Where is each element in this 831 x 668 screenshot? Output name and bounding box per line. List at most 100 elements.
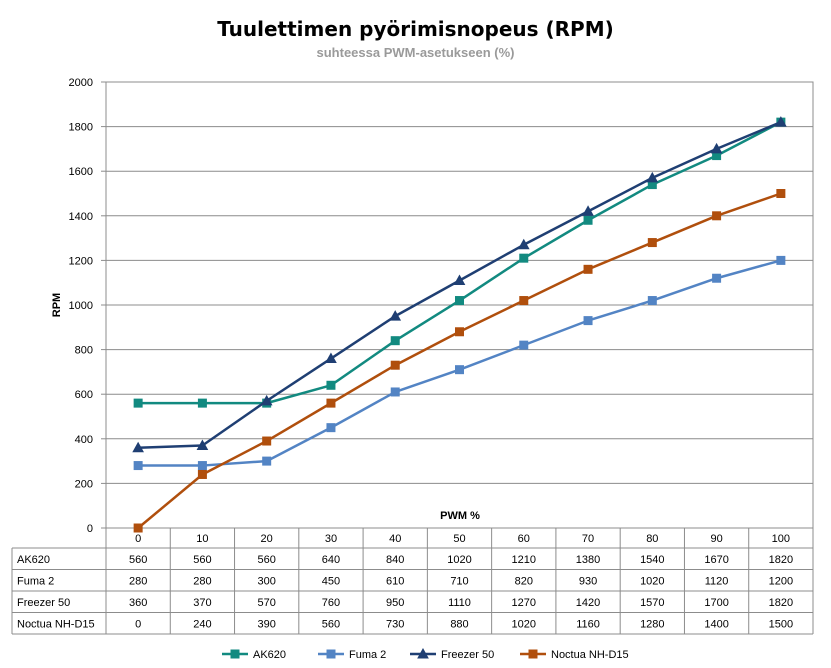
data-point-noctua-nh-d15 — [455, 327, 464, 337]
data-point-fuma-2 — [583, 316, 593, 326]
data-point-freezer-50 — [710, 142, 723, 154]
data-point-freezer-50 — [775, 116, 787, 127]
table-cell: 760 — [322, 597, 340, 609]
table-cell: 1270 — [512, 597, 536, 609]
data-point-noctua-nh-d15 — [519, 296, 529, 306]
data-point-ak620 — [133, 398, 143, 408]
data-point-fuma-2 — [455, 365, 464, 375]
data-point-fuma-2 — [390, 387, 400, 397]
data-point-ak620 — [455, 296, 464, 306]
data-point-ak620 — [326, 380, 336, 390]
x-tick-label: 0 — [135, 533, 141, 545]
table-cell: 280 — [129, 575, 147, 587]
table-cell: 360 — [129, 597, 147, 609]
legend-label: AK620 — [253, 649, 286, 661]
data-point-freezer-50 — [646, 171, 659, 183]
x-tick-label: 40 — [389, 533, 401, 545]
data-point-freezer-50 — [132, 441, 144, 453]
table-cell: 560 — [129, 554, 147, 566]
y-tick-label: 0 — [87, 523, 93, 535]
table-cell: 1110 — [448, 597, 471, 609]
data-point-noctua-nh-d15 — [133, 523, 143, 533]
data-point-noctua-nh-d15 — [647, 238, 657, 248]
data-point-freezer-50 — [453, 274, 466, 285]
table-cell: 840 — [386, 554, 404, 566]
table-cell: 1570 — [640, 597, 664, 609]
table-cell: 1210 — [512, 554, 536, 566]
y-tick-label: 1800 — [69, 122, 93, 134]
series-line-fuma-2 — [138, 259, 782, 467]
table-cell: 950 — [386, 597, 404, 609]
table-cell: 880 — [450, 618, 468, 630]
legend-label: Freezer 50 — [441, 649, 494, 661]
data-point-freezer-50 — [260, 394, 273, 406]
y-tick-label: 1400 — [69, 211, 93, 223]
table-cell: 1700 — [704, 597, 728, 609]
data-point-ak620 — [583, 215, 593, 225]
table-cell: 390 — [258, 618, 276, 630]
table-cell: 1020 — [447, 554, 471, 566]
table-cell: 1160 — [576, 618, 600, 630]
data-point-freezer-50 — [325, 352, 337, 364]
y-axis-title: RPM — [51, 293, 63, 317]
y-tick-label: 400 — [75, 434, 93, 446]
legend-marker-ak620 — [230, 649, 240, 659]
table-cell: 1540 — [640, 554, 664, 566]
data-point-noctua-nh-d15 — [712, 211, 722, 221]
data-point-freezer-50 — [582, 205, 594, 216]
data-point-fuma-2 — [712, 273, 722, 283]
data-point-freezer-50 — [389, 310, 402, 321]
table-cell: 820 — [515, 575, 533, 587]
x-tick-label: 30 — [325, 533, 337, 545]
chart-title: Tuulettimen pyörimisnopeus (RPM) — [217, 17, 614, 41]
table-cell: 1820 — [769, 597, 793, 609]
table-cell: 280 — [193, 575, 211, 587]
data-point-fuma-2 — [647, 296, 657, 306]
legend-label: Noctua NH-D15 — [551, 649, 629, 661]
data-point-fuma-2 — [262, 456, 272, 466]
data-point-fuma-2 — [197, 461, 207, 471]
data-point-ak620 — [197, 398, 207, 408]
x-tick-label: 20 — [261, 533, 273, 545]
x-tick-label: 90 — [710, 533, 722, 545]
table-cell: 560 — [322, 618, 340, 630]
y-tick-label: 2000 — [69, 77, 93, 89]
data-point-noctua-nh-d15 — [776, 189, 786, 198]
x-tick-label: 100 — [772, 533, 790, 545]
table-cell: 640 — [322, 554, 340, 566]
table-cell: 1820 — [769, 554, 793, 566]
data-point-fuma-2 — [519, 340, 529, 350]
data-point-freezer-50 — [196, 439, 209, 450]
y-tick-label: 200 — [75, 478, 93, 490]
table-cell: 300 — [258, 575, 276, 587]
table-cell: 560 — [258, 554, 276, 566]
table-series-label: Fuma 2 — [17, 575, 54, 587]
data-point-noctua-nh-d15 — [262, 436, 272, 446]
data-point-noctua-nh-d15 — [326, 398, 336, 408]
y-tick-label: 600 — [75, 389, 93, 401]
table-cell: 1200 — [769, 575, 793, 587]
table-cell: 1670 — [704, 554, 728, 566]
table-cell: 1400 — [704, 618, 728, 630]
table-cell: 1020 — [512, 618, 536, 630]
table-cell: 570 — [258, 597, 276, 609]
y-tick-label: 1200 — [69, 255, 93, 267]
legend-marker-fuma-2 — [326, 649, 336, 659]
legend-label: Fuma 2 — [349, 649, 386, 661]
data-point-ak620 — [390, 336, 400, 346]
table-series-label: Noctua NH-D15 — [17, 618, 95, 630]
x-tick-label: 60 — [518, 533, 530, 545]
data-point-ak620 — [519, 253, 529, 263]
x-tick-label: 10 — [196, 533, 208, 545]
y-tick-label: 800 — [75, 345, 93, 357]
table-cell: 1280 — [640, 618, 664, 630]
x-tick-label: 80 — [646, 533, 658, 545]
table-cell: 730 — [386, 618, 404, 630]
table-cell: 450 — [322, 575, 340, 587]
x-tick-label: 50 — [453, 533, 465, 545]
data-point-freezer-50 — [517, 238, 530, 250]
table-cell: 1420 — [576, 597, 600, 609]
x-axis-title: PWM % — [440, 510, 480, 522]
data-point-noctua-nh-d15 — [390, 360, 400, 370]
